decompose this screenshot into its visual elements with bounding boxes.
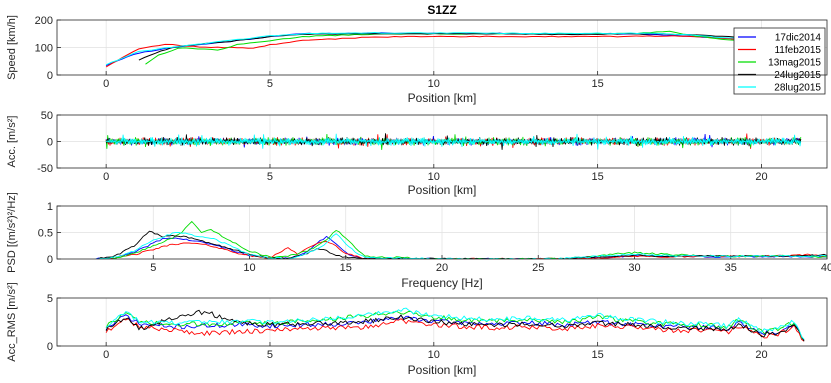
y-tick-label: 100 [35, 43, 53, 55]
series-line-11feb2015 [105, 35, 801, 68]
y-tick-label: -50 [37, 163, 53, 175]
legend-label-17dic2014: 17dic2014 [775, 33, 822, 44]
psd-line-13mag2015 [95, 220, 827, 259]
y-tick-label: 0 [47, 70, 53, 82]
x-axis-label: Position [km] [408, 363, 477, 377]
x-tick-label: 0 [103, 78, 109, 90]
x-tick-label: 20 [436, 262, 448, 274]
x-tick-label: 15 [340, 262, 352, 274]
x-tick-label: 10 [428, 78, 440, 90]
psd-line-17dic2014 [95, 235, 827, 259]
x-axis-label: Frequency [Hz] [401, 276, 482, 290]
x-tick-label: 15 [592, 171, 604, 183]
subplot-4: 0 5 10 15 20 0 5 Position [km] Acc_RMS [m/s²] [6, 282, 828, 377]
x-tick-label: 5 [267, 349, 273, 361]
x-tick-label: 20 [755, 171, 767, 183]
x-tick-label: 40 [821, 262, 831, 274]
y-axis-label: Acc_RMS [m/s²] [6, 282, 18, 361]
x-tick-label: 15 [592, 349, 604, 361]
axes-frame [56, 205, 828, 260]
y-tick-label: 0 [47, 137, 53, 149]
x-axis-label: Position [km] [408, 91, 477, 105]
signal-trace-28lug2015 [105, 133, 802, 150]
x-tick-label: 5 [267, 171, 273, 183]
chart-title: S1ZZ [427, 3, 456, 17]
x-tick-label: 5 [267, 78, 273, 90]
subplot-2: 0 5 10 15 20 -50 0 50 Position [km] Acc. [m/s²] [6, 110, 828, 197]
y-tick-label: 0.5 [38, 228, 53, 240]
legend-label-28lug2015: 28lug2015 [774, 83, 821, 94]
y-axis-label: Speed [km/h] [6, 15, 18, 80]
axes-frame [56, 297, 828, 347]
rms-line-11feb2015 [105, 318, 805, 342]
x-tick-label: 10 [428, 171, 440, 183]
psd-line-28lug2015 [95, 231, 827, 259]
x-tick-label: 5 [150, 262, 156, 274]
y-tick-label: 200 [35, 15, 53, 27]
y-tick-label: 0 [47, 254, 53, 266]
x-tick-label: 25 [532, 262, 544, 274]
x-tick-label: 20 [755, 349, 767, 361]
x-axis-label: Position [km] [408, 183, 477, 197]
axes-frame [56, 19, 828, 76]
x-tick-label: 30 [628, 262, 640, 274]
x-tick-label: 15 [592, 78, 604, 90]
x-tick-label: 35 [725, 262, 737, 274]
legend-label-13mag2015: 13mag2015 [768, 58, 821, 69]
series-line-28lug2015 [105, 31, 801, 66]
y-axis-label: Acc. [m/s²] [6, 116, 18, 168]
y-tick-label: 5 [47, 293, 53, 305]
rms-line-28lug2015 [105, 307, 805, 340]
y-tick-label: 50 [41, 110, 53, 122]
y-axis-label: PSD [(m/s²)²/Hz] [6, 192, 18, 273]
x-tick-label: 0 [103, 171, 109, 183]
y-tick-label: 0 [47, 341, 53, 353]
x-tick-label: 0 [103, 349, 109, 361]
psd-line-24lug2015 [95, 230, 827, 259]
rms-line-24lug2015 [105, 309, 805, 342]
x-tick-label: 10 [428, 349, 440, 361]
axes-frame [56, 114, 828, 169]
subplot-3: 5 10 15 20 25 30 35 40 0 0.5 1 Frequency [Hz] PSD [(… [6, 192, 831, 290]
x-tick-label: 10 [243, 262, 255, 274]
legend-label-11feb2015: 11feb2015 [774, 45, 821, 56]
legend-label-24lug2015: 24lug2015 [774, 70, 821, 81]
rms-line-13mag2015 [105, 310, 805, 341]
y-tick-label: 1 [47, 201, 53, 213]
legend-box [733, 27, 826, 95]
